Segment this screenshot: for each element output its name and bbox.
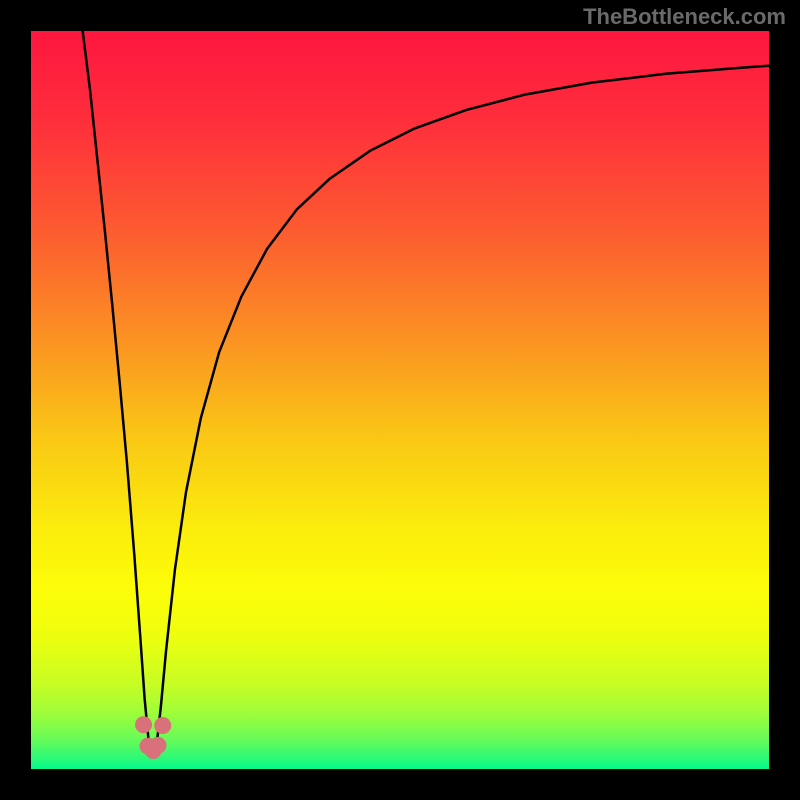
curve-marker: [135, 716, 152, 733]
curve-marker: [149, 737, 166, 754]
curve-marker: [154, 717, 171, 734]
chart-frame: TheBottleneck.com: [0, 0, 800, 800]
plot-area: [31, 31, 769, 769]
plot-svg: [31, 31, 769, 769]
watermark-text: TheBottleneck.com: [583, 4, 786, 30]
